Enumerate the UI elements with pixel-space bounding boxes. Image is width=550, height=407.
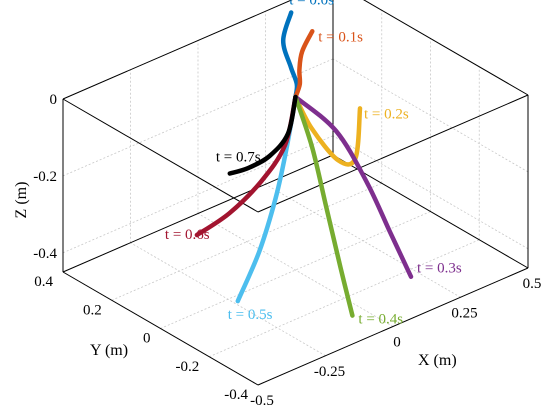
series-label: t = 0.6s bbox=[165, 227, 210, 243]
x-tick-label: 0 bbox=[393, 335, 401, 351]
y-tick-label: -0.4 bbox=[224, 387, 248, 403]
series-label: t = 0.5s bbox=[228, 307, 273, 323]
grid-line bbox=[62, 135, 334, 254]
grid-line bbox=[197, 213, 394, 327]
axis-edge bbox=[62, 271, 259, 386]
series-label: t = 0.7s bbox=[216, 150, 261, 166]
axis-edge bbox=[62, 154, 334, 273]
axis-edge bbox=[257, 94, 529, 213]
grid bbox=[62, 0, 529, 386]
axis-edge bbox=[332, 154, 529, 269]
series-line bbox=[194, 94, 298, 238]
series-line bbox=[280, 10, 300, 100]
axes-box bbox=[62, 0, 529, 386]
grid-line bbox=[332, 58, 529, 173]
y-tick-label: -0.2 bbox=[176, 359, 200, 375]
series-label: t = 0.4s bbox=[358, 312, 403, 328]
series-line bbox=[227, 94, 298, 176]
x-tick-label: 0.5 bbox=[523, 276, 542, 292]
series-label: t = 0.1s bbox=[318, 29, 363, 45]
axis-edge bbox=[62, 98, 259, 213]
z-tick-label: -0.4 bbox=[33, 246, 57, 262]
series-line bbox=[293, 94, 363, 167]
curve-labels: t = 0.0s t = 0.1s t = 0.2s t = 0.3s t = 0.4s… bbox=[165, 0, 462, 328]
curves bbox=[194, 10, 414, 318]
series-line bbox=[293, 29, 315, 100]
grid-line bbox=[209, 239, 480, 358]
grid-line bbox=[332, 135, 529, 250]
y-tick-label: 0.2 bbox=[83, 302, 102, 318]
series-label: t = 0.0s bbox=[289, 0, 334, 8]
axis-edge bbox=[257, 267, 529, 386]
tick-labels: -0.5 -0.25 0 0.25 0.5 -0.4 -0.2 0 0.2 0.4 -0.4 -0.2… bbox=[33, 92, 541, 407]
y-tick-label: 0.4 bbox=[34, 274, 53, 290]
series-line bbox=[293, 94, 355, 318]
series-line bbox=[293, 94, 414, 279]
grid-line bbox=[62, 58, 334, 177]
series-label: t = 0.2s bbox=[364, 106, 409, 122]
x-tick-label: 0.25 bbox=[451, 305, 477, 321]
grid-line bbox=[160, 211, 431, 329]
series-label: t = 0.3s bbox=[417, 261, 462, 277]
x-axis-label: X (m) bbox=[418, 352, 457, 369]
x-tick-label: -0.5 bbox=[250, 393, 274, 407]
x-tick-label: -0.25 bbox=[314, 364, 345, 380]
z-axis-label: Z (m) bbox=[13, 182, 30, 219]
z-tick-label: 0 bbox=[50, 92, 58, 108]
axis-edge bbox=[62, 0, 293, 100]
y-tick-label: 0 bbox=[143, 331, 151, 347]
y-axis-label: Y (m) bbox=[90, 342, 128, 359]
z-tick-label: -0.2 bbox=[33, 169, 57, 185]
axis-edge bbox=[363, 0, 529, 96]
grid-line bbox=[111, 182, 382, 301]
